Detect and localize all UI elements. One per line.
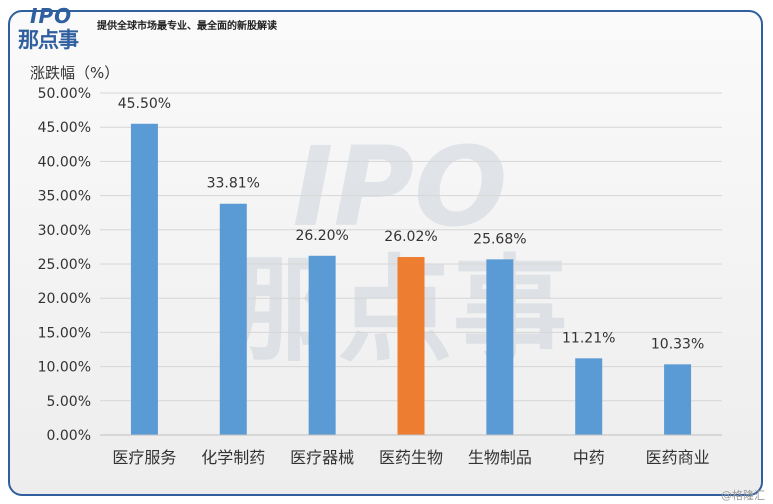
x-tick-label: 生物制品 — [468, 448, 532, 467]
bar — [219, 203, 247, 435]
y-tick-label: 10.00% — [38, 360, 91, 376]
data-label: 26.20% — [295, 228, 348, 244]
x-tick-label: 医药商业 — [646, 448, 710, 467]
bar — [486, 259, 514, 435]
data-label: 25.68% — [473, 231, 526, 247]
bar — [575, 358, 603, 435]
x-tick-label: 医药生物 — [379, 448, 443, 467]
y-tick-label: 50.00% — [38, 86, 91, 102]
y-tick-label: 30.00% — [38, 223, 91, 239]
bar — [130, 123, 158, 435]
x-tick-label: 中药 — [573, 448, 605, 467]
bars — [130, 123, 692, 435]
x-tick-label: 医疗服务 — [112, 448, 176, 467]
logo-text-cn: 那点事 — [18, 28, 79, 52]
bar — [664, 364, 692, 435]
x-tick-label: 医疗器械 — [290, 448, 354, 467]
y-tick-label: 40.00% — [38, 154, 91, 170]
y-axis-ticks: 0.00% 5.00% 10.00% 15.00% 20.00% 25.00% 30.00%… — [38, 86, 91, 444]
slogan: 提供全球市场最专业、最全面的新股解读 — [97, 21, 277, 32]
bar — [397, 257, 425, 435]
y-tick-label: 15.00% — [38, 325, 91, 341]
data-label: 11.21% — [562, 330, 615, 346]
y-tick-label: 35.00% — [38, 189, 91, 205]
x-tick-label: 化学制药 — [201, 448, 265, 467]
logo-text-en: IPO — [30, 4, 73, 28]
data-label: 45.50% — [118, 96, 171, 112]
corner-watermark: @格隆汇 — [721, 489, 765, 502]
y-tick-label: 0.00% — [47, 428, 91, 444]
data-label: 26.02% — [384, 229, 437, 245]
y-axis-label: 涨跌幅（%） — [30, 64, 119, 82]
bar — [308, 255, 336, 435]
y-tick-label: 5.00% — [47, 394, 91, 410]
x-axis-ticks: 医疗服务 化学制药 医疗器械 医药生物 生物制品 中药 医药商业 — [112, 448, 709, 467]
data-labels: 45.50% 33.81% 26.20% 26.02% 25.68% 11.21% 10.3… — [118, 96, 705, 353]
data-label: 33.81% — [207, 176, 260, 192]
y-tick-label: 25.00% — [38, 257, 91, 273]
y-tick-label: 45.00% — [38, 120, 91, 136]
y-tick-label: 20.00% — [38, 291, 91, 307]
data-label: 10.33% — [651, 336, 704, 352]
ipo-logo: IPO 那点事 — [18, 4, 92, 52]
